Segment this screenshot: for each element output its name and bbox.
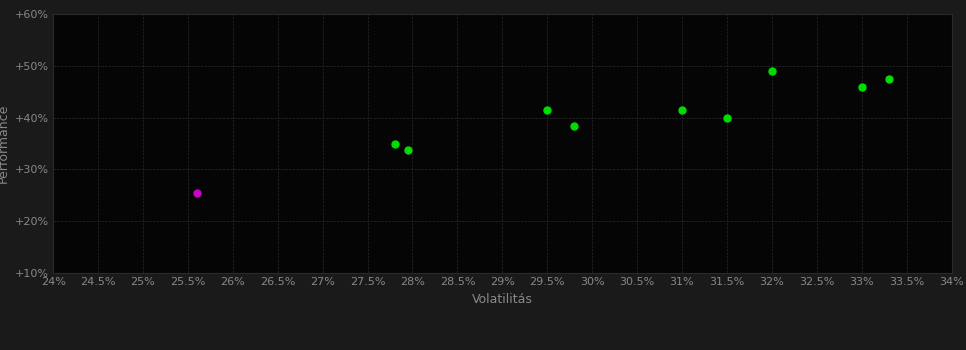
Point <box>540 107 555 113</box>
Point <box>400 147 415 153</box>
Point <box>854 84 869 89</box>
Point <box>764 68 780 74</box>
Point <box>566 123 582 129</box>
Point <box>881 76 896 82</box>
Point <box>719 115 735 120</box>
X-axis label: Volatilitás: Volatilitás <box>471 293 533 306</box>
Point <box>674 107 690 113</box>
Y-axis label: Performance: Performance <box>0 104 10 183</box>
Point <box>189 190 205 196</box>
Point <box>386 141 402 146</box>
